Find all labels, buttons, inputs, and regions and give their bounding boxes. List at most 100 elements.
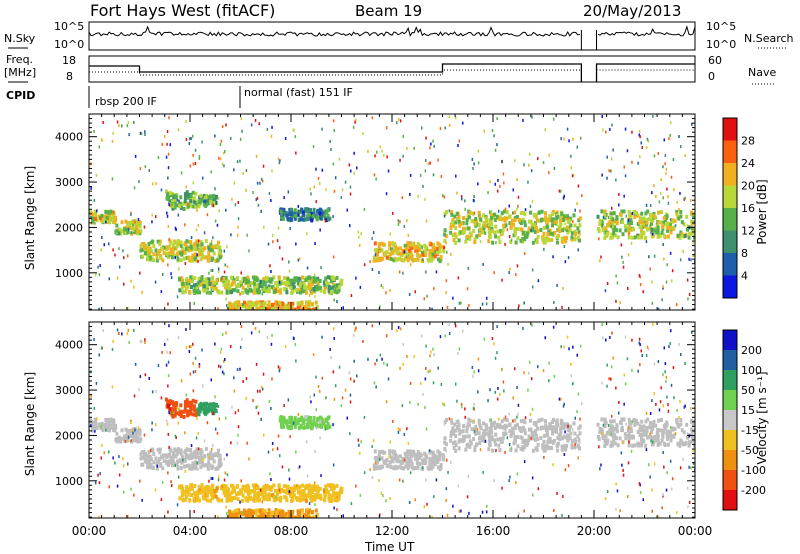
- power-cell: [631, 130, 633, 134]
- power-cell: [452, 223, 456, 228]
- power-cell: [521, 237, 525, 241]
- power-cell: [533, 229, 537, 234]
- velocity-cell: [155, 466, 159, 471]
- power-cell: [619, 301, 621, 305]
- velocity-cell: [608, 377, 610, 381]
- power-cell: [603, 209, 607, 214]
- power-cell: [354, 120, 356, 124]
- power-cell: [449, 230, 453, 235]
- velocity-cell: [333, 492, 337, 497]
- velocity-cell: [521, 438, 525, 443]
- velocity-cell: [421, 460, 425, 465]
- power-cell: [230, 308, 233, 310]
- velocity-cell: [146, 465, 150, 470]
- power-cell: [546, 238, 549, 243]
- freq-line: [89, 63, 695, 82]
- power-cell: [187, 202, 189, 206]
- power-cell: [487, 222, 491, 227]
- power-cell: [566, 230, 570, 235]
- velocity-cell: [665, 488, 668, 492]
- power-cell: [331, 285, 335, 290]
- power-cell: [234, 308, 238, 310]
- freq-tick-bottom: 8: [66, 70, 73, 83]
- power-cell: [536, 229, 540, 234]
- power-cell: [305, 232, 308, 236]
- velocity-cell: [692, 461, 695, 465]
- power-cell: [302, 213, 306, 218]
- power-cell: [146, 257, 150, 262]
- power-cell: [197, 204, 201, 209]
- power-cell: [248, 301, 252, 306]
- power-cell: [416, 242, 420, 246]
- velocity-cell: [319, 424, 323, 429]
- power-cell: [301, 289, 304, 294]
- power-cell: [173, 205, 177, 210]
- power-cell: [192, 181, 195, 185]
- power-cell: [610, 225, 614, 230]
- power-cell: [669, 134, 671, 137]
- power-cell: [638, 129, 641, 133]
- power-cell: [332, 119, 335, 123]
- power-cell: [189, 199, 193, 204]
- power-cell: [180, 276, 184, 281]
- velocity-cell: [253, 485, 257, 490]
- velocity-cell: [215, 452, 219, 457]
- velocity-cell: [656, 442, 660, 447]
- power-cell: [298, 209, 302, 214]
- power-cell: [545, 222, 549, 227]
- velocity-cell: [310, 498, 314, 503]
- velocity-cell: [203, 401, 207, 406]
- velocity-cell: [185, 489, 189, 494]
- velocity-cell: [164, 342, 166, 346]
- velocity-cell: [180, 460, 184, 465]
- velocity-cell: [503, 389, 505, 393]
- power-cell: [307, 282, 311, 287]
- power-cell: [372, 231, 375, 235]
- velocity-cell: [508, 412, 510, 416]
- power-cell: [644, 235, 648, 240]
- power-cell: [479, 217, 483, 222]
- power-cell: [473, 211, 476, 215]
- power-cell: [199, 240, 203, 244]
- power-cell: [184, 196, 187, 200]
- velocity-cell: [475, 442, 479, 447]
- power-cell: [610, 211, 614, 216]
- velocity-cell: [385, 499, 387, 503]
- power-cell: [92, 212, 96, 217]
- power-cell: [567, 256, 570, 260]
- power-cell: [204, 288, 208, 293]
- power-cell: [539, 228, 543, 232]
- velocity-cell: [687, 443, 691, 448]
- velocity-cell: [531, 476, 534, 480]
- velocity-cell: [194, 408, 198, 413]
- velocity-cell: [573, 437, 577, 442]
- velocity-cell: [243, 486, 246, 491]
- velocity-cell: [536, 426, 539, 431]
- velocity-cell: [202, 492, 206, 497]
- power-cell: [258, 306, 261, 310]
- velocity-cell: [349, 400, 352, 404]
- velocity-cell: [259, 515, 263, 518]
- power-cell: [134, 220, 138, 225]
- velocity-cell: [279, 498, 282, 503]
- velocity-cell: [126, 438, 130, 443]
- velocity-cell: [322, 488, 326, 493]
- power-cell: [268, 192, 271, 195]
- velocity-cell: [441, 453, 445, 458]
- power-cell: [528, 219, 531, 224]
- velocity-cell: [201, 488, 205, 493]
- power-cell: [142, 242, 146, 247]
- velocity-cell: [392, 466, 396, 471]
- velocity-cell: [472, 437, 476, 442]
- power-cell: [428, 255, 432, 260]
- velocity-cell: [611, 425, 615, 430]
- velocity-cell: [218, 463, 222, 468]
- power-cell: [124, 232, 127, 235]
- velocity-cell: [307, 490, 311, 495]
- power-cell: [350, 169, 352, 173]
- power-cell: [566, 214, 570, 219]
- velocity-cell: [389, 455, 393, 460]
- power-cell: [542, 217, 546, 222]
- power-cell: [498, 240, 502, 245]
